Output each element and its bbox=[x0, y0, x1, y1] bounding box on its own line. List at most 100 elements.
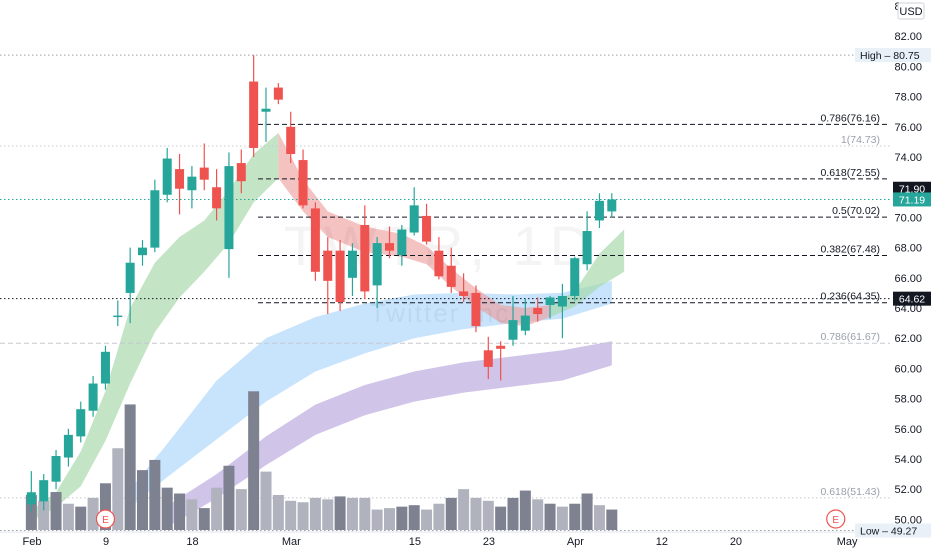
x-axis[interactable]: Feb 9 18 Mar 15 23 Apr 12 20 May bbox=[0, 531, 932, 548]
y-tick-label: 66.00 bbox=[894, 273, 922, 285]
candle[interactable] bbox=[125, 247, 135, 324]
fibonacci-retracement[interactable]: 1(74.73) 0.786(76.16) 0.618(72.55) 0.5(70.0… bbox=[0, 112, 890, 499]
earnings-marker-1[interactable]: E bbox=[826, 509, 846, 529]
y-axis-background bbox=[892, 0, 932, 532]
candle[interactable] bbox=[273, 83, 283, 105]
candle[interactable] bbox=[533, 297, 543, 322]
volume-bar bbox=[470, 497, 482, 530]
candle-body bbox=[212, 187, 222, 209]
volume-bar bbox=[482, 500, 494, 530]
price-tag-bg bbox=[893, 181, 931, 196]
x-tick-label: May bbox=[837, 536, 858, 548]
earnings-marker-0[interactable]: E bbox=[95, 509, 116, 529]
volume-bar bbox=[260, 471, 272, 530]
price-tag-label: Low – 49.27 bbox=[860, 525, 917, 537]
candle[interactable] bbox=[545, 295, 555, 319]
candle-body bbox=[483, 350, 493, 367]
candle-body bbox=[508, 320, 518, 340]
candle[interactable] bbox=[459, 273, 469, 302]
volume-bar bbox=[593, 505, 605, 530]
candle[interactable] bbox=[594, 193, 604, 228]
volume-bar bbox=[112, 448, 124, 530]
candle[interactable] bbox=[51, 449, 61, 490]
candle-body bbox=[51, 456, 61, 482]
candle[interactable] bbox=[372, 237, 382, 309]
candle[interactable] bbox=[63, 428, 73, 467]
candle[interactable] bbox=[446, 247, 456, 293]
candle[interactable] bbox=[520, 298, 530, 336]
currency-text: USD bbox=[899, 6, 922, 18]
candle[interactable] bbox=[249, 55, 259, 158]
candle[interactable] bbox=[187, 166, 197, 209]
candle[interactable] bbox=[261, 87, 271, 142]
currency-label[interactable]: USD bbox=[897, 2, 925, 20]
fast-average-band-up-2 bbox=[550, 229, 625, 318]
volume-bar bbox=[519, 490, 531, 530]
volume-bar bbox=[161, 487, 173, 530]
candle[interactable] bbox=[397, 224, 407, 266]
candle[interactable] bbox=[434, 237, 444, 280]
candlesticks[interactable] bbox=[26, 55, 617, 512]
candle[interactable] bbox=[508, 295, 518, 346]
candle-body bbox=[175, 169, 185, 189]
candle[interactable] bbox=[496, 341, 506, 381]
candle[interactable] bbox=[39, 474, 49, 511]
candle-body bbox=[422, 215, 432, 242]
volume-bar bbox=[248, 391, 260, 530]
candle[interactable] bbox=[360, 205, 370, 299]
candle[interactable] bbox=[212, 169, 222, 221]
candle-body bbox=[582, 231, 592, 265]
candle[interactable] bbox=[162, 147, 172, 203]
price-tag-bg bbox=[893, 192, 931, 207]
candle-body bbox=[323, 250, 333, 281]
volume-bar bbox=[346, 497, 358, 530]
candle[interactable] bbox=[422, 203, 432, 245]
candle[interactable] bbox=[175, 154, 185, 215]
candle[interactable] bbox=[409, 187, 419, 236]
candle[interactable] bbox=[310, 202, 320, 281]
candle[interactable] bbox=[607, 193, 617, 218]
candle-body bbox=[471, 292, 481, 327]
candle[interactable] bbox=[150, 179, 160, 253]
y-tick-label: 68.00 bbox=[894, 243, 922, 255]
candle[interactable] bbox=[335, 240, 345, 312]
candle[interactable] bbox=[471, 285, 481, 333]
candle[interactable] bbox=[26, 471, 36, 512]
candle[interactable] bbox=[138, 240, 147, 266]
volume-bars bbox=[25, 391, 618, 530]
candle[interactable] bbox=[88, 375, 98, 417]
y-tick-label: 56.00 bbox=[894, 424, 922, 436]
candle-body bbox=[520, 315, 530, 331]
price-tag-value: 64.62 bbox=[899, 294, 925, 306]
volume-bar bbox=[532, 499, 544, 530]
candle[interactable] bbox=[298, 149, 308, 209]
candle[interactable] bbox=[483, 336, 493, 379]
x-tick-label: 12 bbox=[656, 536, 668, 548]
candle-body bbox=[39, 480, 49, 502]
candle[interactable] bbox=[557, 283, 567, 339]
y-axis[interactable]: 50.00 52.00 54.00 56.00 58.00 60.00 62.00 64.00… bbox=[892, 0, 932, 532]
candle[interactable] bbox=[224, 152, 234, 278]
candle[interactable] bbox=[582, 211, 592, 271]
candle-body bbox=[298, 160, 308, 206]
candle-body bbox=[236, 163, 246, 182]
candle[interactable] bbox=[199, 143, 209, 191]
horizontal-lines bbox=[0, 54, 932, 531]
y-tick-label: 52.00 bbox=[894, 484, 922, 496]
candle[interactable] bbox=[570, 256, 580, 301]
volume-bar bbox=[445, 497, 457, 530]
fib-label-7: 0.618(51.43) bbox=[820, 486, 880, 498]
fib-label-5: 0.236(64.35) bbox=[820, 291, 880, 303]
candle[interactable] bbox=[286, 111, 296, 164]
candle-body bbox=[409, 205, 419, 233]
candle[interactable] bbox=[347, 243, 357, 296]
candle[interactable] bbox=[236, 149, 246, 194]
candle[interactable] bbox=[100, 345, 110, 390]
candle[interactable] bbox=[323, 237, 333, 315]
candle[interactable] bbox=[76, 401, 86, 443]
candle[interactable] bbox=[385, 226, 394, 259]
candle[interactable] bbox=[113, 300, 123, 327]
